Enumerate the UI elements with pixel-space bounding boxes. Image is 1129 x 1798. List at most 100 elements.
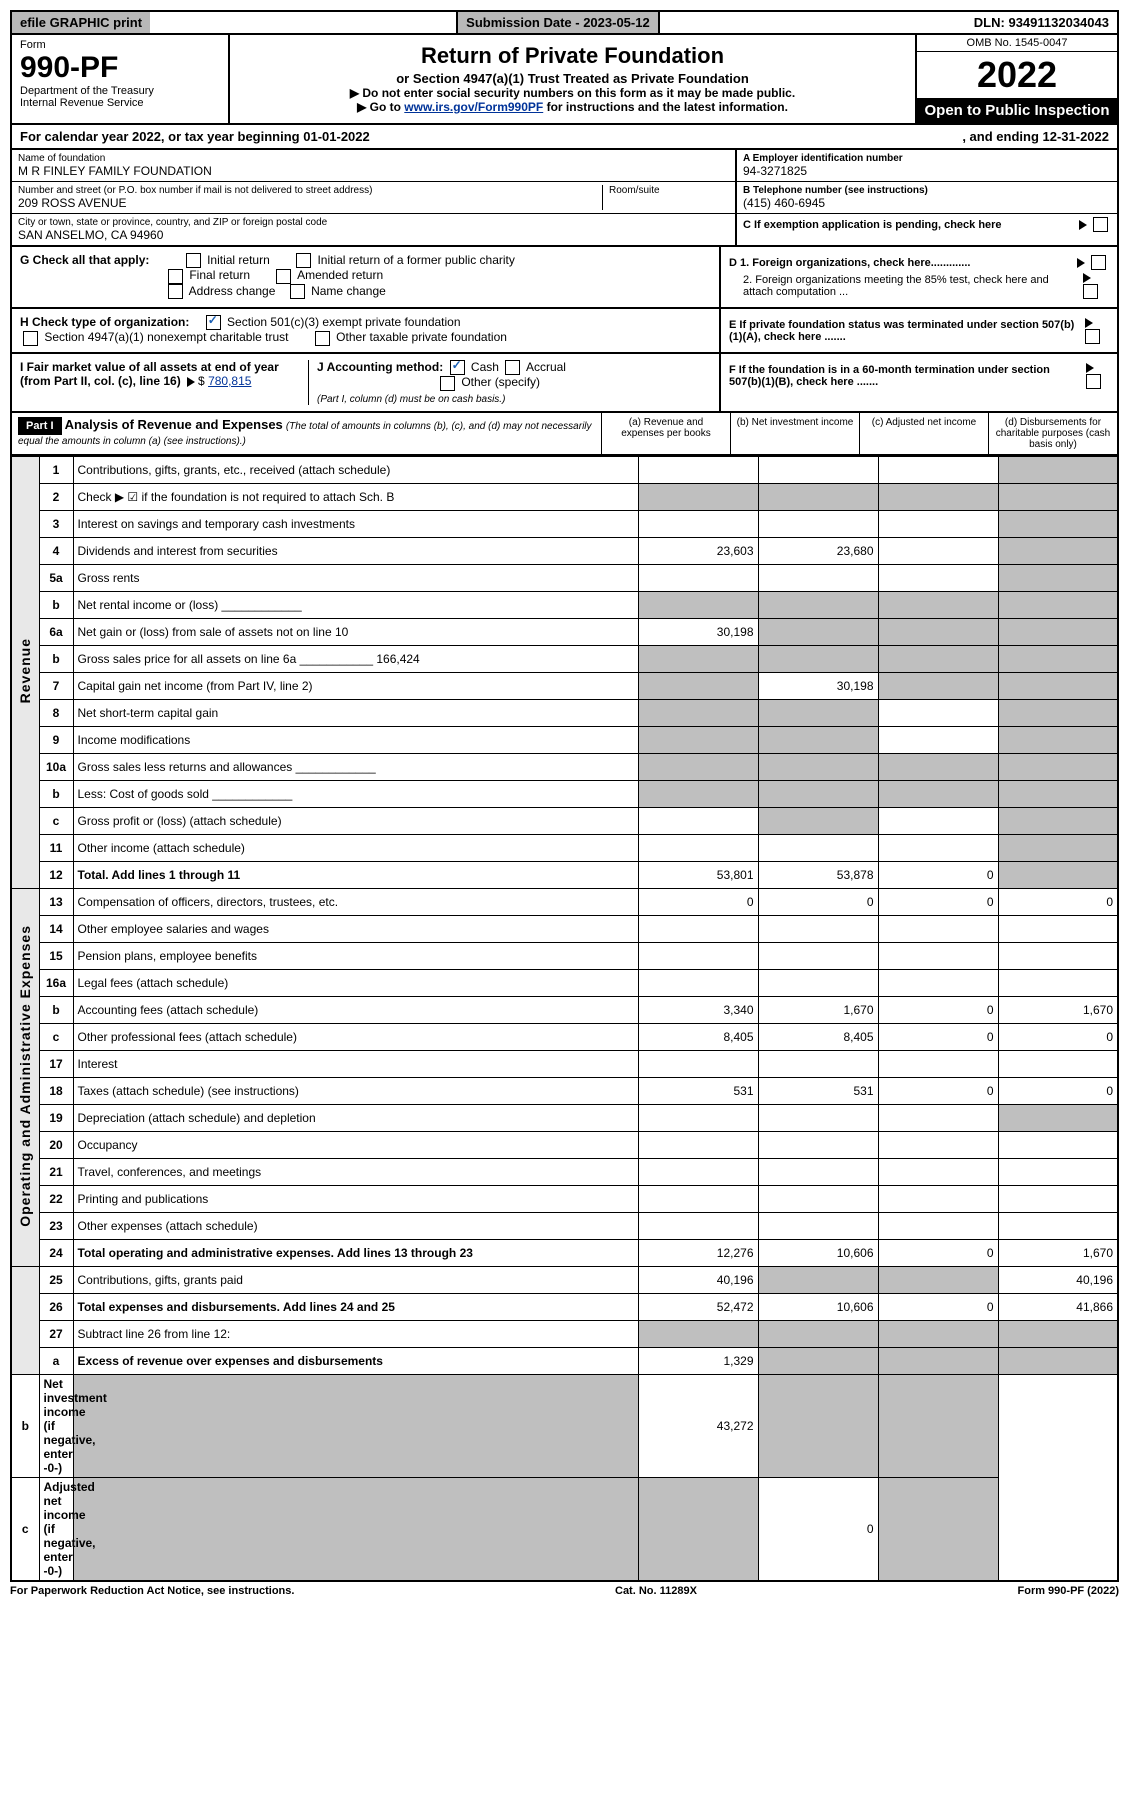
checkbox-accrual[interactable] (505, 360, 520, 375)
cell-d (998, 1320, 1118, 1347)
row-number: 23 (39, 1212, 73, 1239)
table-row: 24Total operating and administrative exp… (11, 1239, 1118, 1266)
checkbox-other-method[interactable] (440, 376, 455, 391)
cell-b (758, 753, 878, 780)
cell-b (758, 915, 878, 942)
checkbox-amended[interactable] (276, 269, 291, 284)
cell-a (638, 1104, 758, 1131)
row-number: b (11, 1374, 39, 1477)
cell-c: 0 (878, 861, 998, 888)
foundation-name: M R FINLEY FAMILY FOUNDATION (18, 164, 729, 178)
checkbox-initial-former[interactable] (296, 253, 311, 268)
row-number: c (11, 1477, 39, 1581)
top-bar: efile GRAPHIC print Submission Date - 20… (10, 10, 1119, 35)
fmv-value: 780,815 (208, 374, 251, 388)
checkbox-cash[interactable] (450, 360, 465, 375)
table-row: 11Other income (attach schedule) (11, 834, 1118, 861)
table-row: 16aLegal fees (attach schedule) (11, 969, 1118, 996)
cell-d (998, 537, 1118, 564)
row-desc: Adjusted net income (if negative, enter … (39, 1477, 73, 1581)
cell-c (878, 591, 998, 618)
cell-b (758, 942, 878, 969)
cell-b (758, 1266, 878, 1293)
row-number: b (39, 780, 73, 807)
checkbox-d1[interactable] (1091, 255, 1106, 270)
row-desc: Subtract line 26 from line 12: (73, 1320, 638, 1347)
info-right: A Employer identification number 94-3271… (735, 150, 1117, 245)
cell-b: 8,405 (758, 1023, 878, 1050)
row-desc: Compensation of officers, directors, tru… (73, 888, 638, 915)
table-row: bAccounting fees (attach schedule)3,3401… (11, 996, 1118, 1023)
table-row: Operating and Administrative Expenses13C… (11, 888, 1118, 915)
cell-c (878, 1320, 998, 1347)
checkbox-address[interactable] (168, 284, 183, 299)
cell-b (758, 1050, 878, 1077)
checkbox-final[interactable] (168, 269, 183, 284)
table-row: 14Other employee salaries and wages (11, 915, 1118, 942)
form-title: Return of Private Foundation (236, 43, 909, 69)
table-row: 8Net short-term capital gain (11, 699, 1118, 726)
row-number: 21 (39, 1158, 73, 1185)
revenue-expense-table: Revenue1Contributions, gifts, grants, et… (10, 456, 1119, 1582)
cell-a: 8,405 (638, 1023, 758, 1050)
cell-d (998, 1050, 1118, 1077)
form-header: Form 990-PF Department of the Treasury I… (10, 35, 1119, 125)
table-row: 5aGross rents (11, 564, 1118, 591)
section-i-j: I Fair market value of all assets at end… (12, 354, 719, 411)
part1-label: Part I (18, 417, 62, 435)
row-desc: Printing and publications (73, 1185, 638, 1212)
irs-link[interactable]: www.irs.gov/Form990PF (404, 100, 543, 114)
cell-a: 1,329 (638, 1347, 758, 1374)
cell-a: 531 (638, 1077, 758, 1104)
table-row: 4Dividends and interest from securities2… (11, 537, 1118, 564)
part1-header: Part I Analysis of Revenue and Expenses … (10, 413, 1119, 456)
catalog-number: Cat. No. 11289X (615, 1585, 697, 1597)
row-number: 15 (39, 942, 73, 969)
checkbox-f[interactable] (1086, 374, 1101, 389)
cell-a (638, 915, 758, 942)
row-desc: Capital gain net income (from Part IV, l… (73, 672, 638, 699)
row-desc: Excess of revenue over expenses and disb… (73, 1347, 638, 1374)
cell-d (998, 456, 1118, 483)
row-number: 6a (39, 618, 73, 645)
cell-a (638, 1158, 758, 1185)
row-number: 9 (39, 726, 73, 753)
checkbox-other-taxable[interactable] (315, 331, 330, 346)
checkbox-4947[interactable] (23, 331, 38, 346)
row-desc: Other employee salaries and wages (73, 915, 638, 942)
table-row: bLess: Cost of goods sold ____________ (11, 780, 1118, 807)
section-h-e: H Check type of organization: Section 50… (10, 309, 1119, 354)
checkbox-e[interactable] (1085, 329, 1100, 344)
cell-a (638, 456, 758, 483)
row-number: 25 (39, 1266, 73, 1293)
cell-d (998, 942, 1118, 969)
section-g: G Check all that apply: Initial return I… (12, 247, 719, 307)
checkbox-c[interactable] (1093, 217, 1108, 232)
cell-c (878, 456, 998, 483)
checkbox-name[interactable] (290, 284, 305, 299)
cell-c (878, 1131, 998, 1158)
arrow-icon (1079, 220, 1087, 230)
checkbox-d2[interactable] (1083, 284, 1098, 299)
row-number: b (39, 996, 73, 1023)
cell-a (73, 1477, 638, 1581)
cell-d (878, 1477, 998, 1581)
cell-d: 0 (998, 1023, 1118, 1050)
city-cell: City or town, state or province, country… (12, 214, 735, 245)
checkbox-501c3[interactable] (206, 315, 221, 330)
row-desc: Income modifications (73, 726, 638, 753)
table-row: 10aGross sales less returns and allowanc… (11, 753, 1118, 780)
row-desc: Depreciation (attach schedule) and deple… (73, 1104, 638, 1131)
arrow-icon (1085, 318, 1093, 328)
checkbox-initial[interactable] (186, 253, 201, 268)
table-row: Revenue1Contributions, gifts, grants, et… (11, 456, 1118, 483)
revenue-label: Revenue (11, 456, 39, 888)
form-ref: Form 990-PF (2022) (1018, 1585, 1119, 1597)
row-desc: Total operating and administrative expen… (73, 1239, 638, 1266)
cell-d (998, 1212, 1118, 1239)
cell-a: 52,472 (638, 1293, 758, 1320)
cell-d (998, 753, 1118, 780)
row-desc: Other expenses (attach schedule) (73, 1212, 638, 1239)
cell-b (758, 807, 878, 834)
cell-a (638, 807, 758, 834)
